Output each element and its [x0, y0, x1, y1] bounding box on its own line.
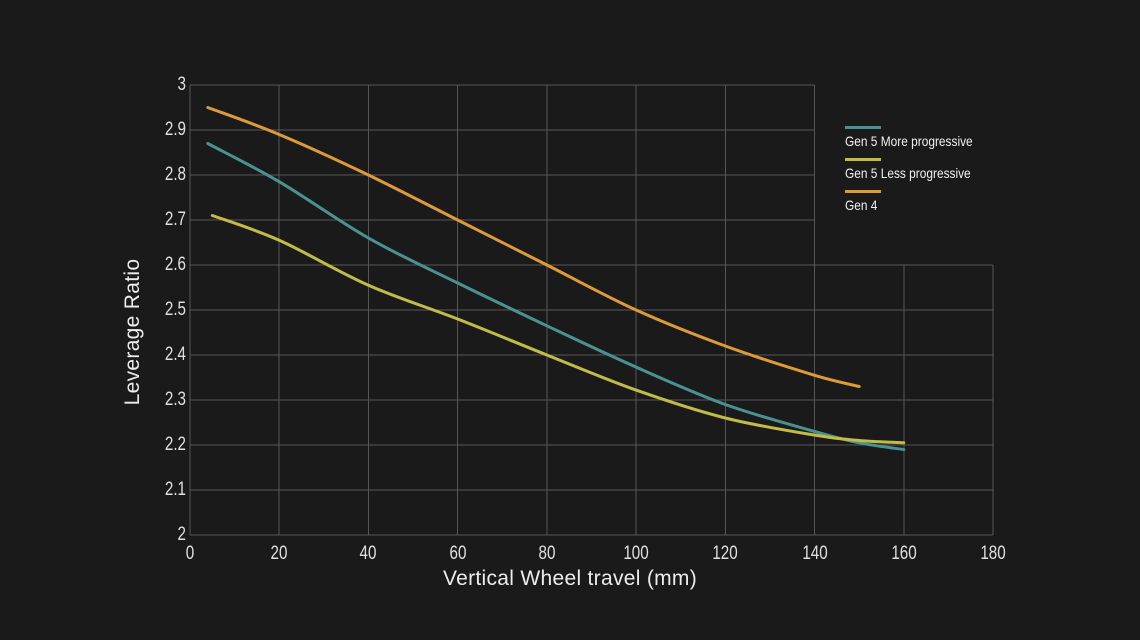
y-tick-label: 2.5: [164, 299, 186, 320]
y-tick-label: 3: [177, 74, 186, 95]
x-tick-label: 180: [980, 543, 1006, 564]
x-tick-label: 60: [449, 543, 467, 564]
legend-label: Gen 5 Less progressive: [845, 165, 971, 181]
legend-item-gen4: Gen 4: [845, 190, 995, 215]
y-tick-label: 2.7: [164, 209, 186, 230]
x-tick-label: 160: [891, 543, 917, 564]
series-line-gen-5-more-progressive: [206, 142, 906, 451]
y-tick-label: 2.3: [164, 389, 186, 410]
y-axis-title: Leverage Ratio: [121, 258, 144, 406]
x-tick-label: 40: [359, 543, 377, 564]
legend: Gen 5 More progressive Gen 5 Less progre…: [845, 126, 995, 222]
gridlines: [189, 84, 994, 536]
y-tick-label: 2.9: [164, 119, 186, 140]
y-tick-label: 2: [177, 524, 186, 545]
y-tick-label: 2.1: [164, 479, 186, 500]
series-line-gen-4: [206, 106, 861, 388]
x-tick-label: 80: [538, 543, 556, 564]
y-tick-label: 2.4: [164, 344, 186, 365]
legend-label: Gen 5 More progressive: [845, 133, 973, 149]
x-axis-title: Vertical Wheel travel (mm): [442, 567, 698, 590]
x-tick-label: 120: [712, 543, 739, 564]
x-tick-label: 0: [185, 543, 195, 564]
x-tick-label: 100: [623, 543, 649, 564]
y-tick-label: 2.8: [164, 164, 186, 185]
y-tick-label: 2.6: [164, 254, 186, 275]
series-line-gen-5-less-progressive: [210, 214, 906, 445]
legend-item-gen5-more-progressive: Gen 5 More progressive: [845, 126, 995, 151]
legend-label: Gen 4: [845, 197, 878, 213]
legend-swatch-yellow: [845, 158, 881, 161]
x-tick-label: 140: [801, 543, 828, 564]
legend-swatch-teal: [845, 126, 881, 129]
y-tick-label: 2.2: [164, 434, 186, 455]
x-tick-label: 20: [270, 543, 288, 564]
legend-swatch-orange: [845, 190, 881, 193]
legend-item-gen5-less-progressive: Gen 5 Less progressive: [845, 158, 995, 183]
